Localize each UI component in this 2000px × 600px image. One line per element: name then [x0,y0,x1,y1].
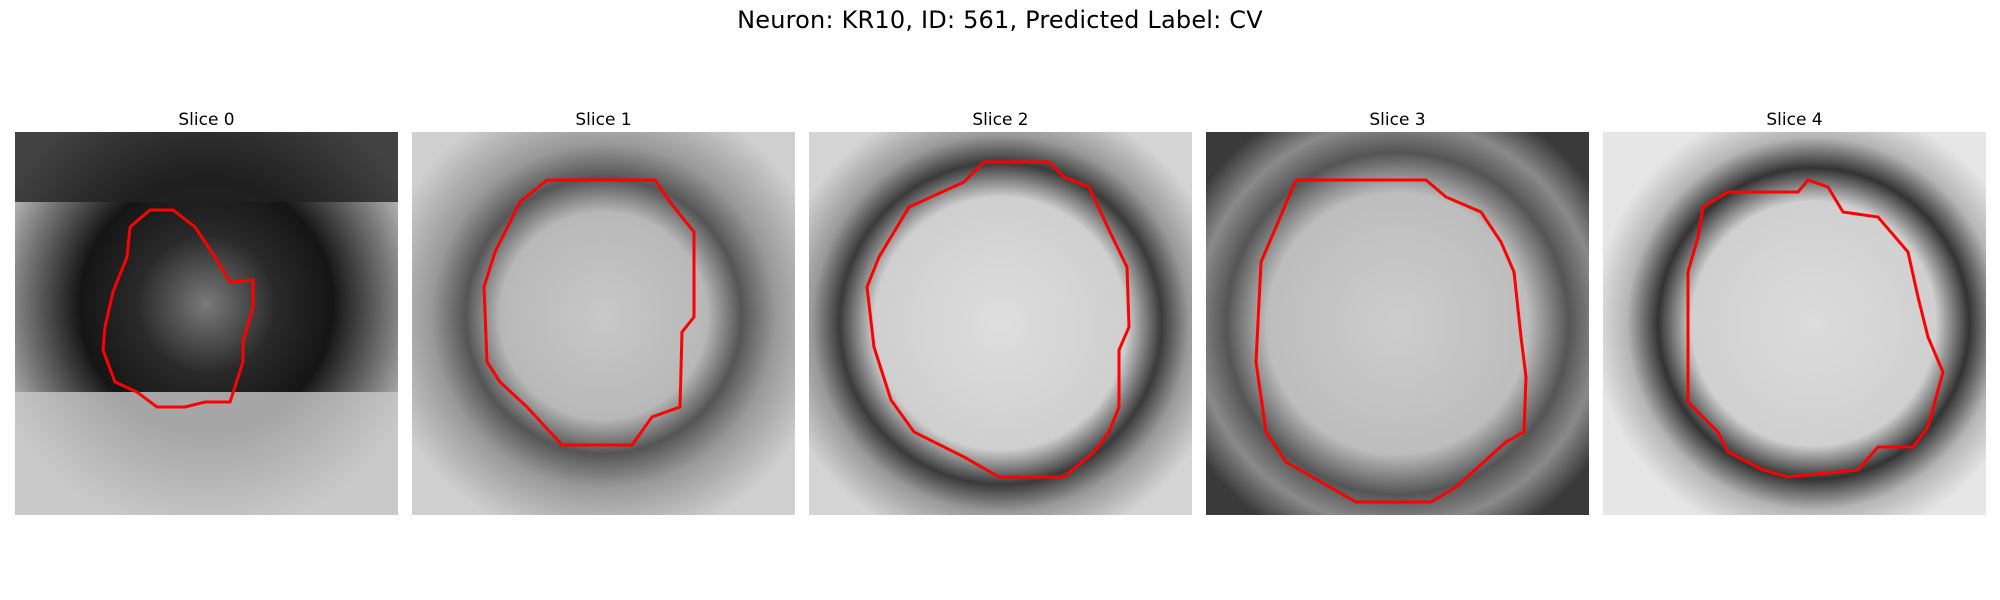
slice-image [1206,132,1589,515]
slice-image [412,132,795,515]
slice-panel-0: Slice 0 [15,108,398,515]
slice-image [809,132,1192,515]
slice-image [15,132,398,515]
slice-title: Slice 1 [575,110,632,130]
slice-panel-4: Slice 4 [1603,108,1986,515]
slice-panel-3: Slice 3 [1206,108,1589,515]
slice-panel-1: Slice 1 [412,108,795,515]
figure-title: Neuron: KR10, ID: 561, Predicted Label: … [737,6,1263,34]
slice-title: Slice 3 [1369,110,1426,130]
slice-title: Slice 2 [972,110,1029,130]
slice-title: Slice 4 [1766,110,1823,130]
slice-panel-2: Slice 2 [809,108,1192,515]
slice-title: Slice 0 [178,110,235,130]
slice-image [1603,132,1986,515]
